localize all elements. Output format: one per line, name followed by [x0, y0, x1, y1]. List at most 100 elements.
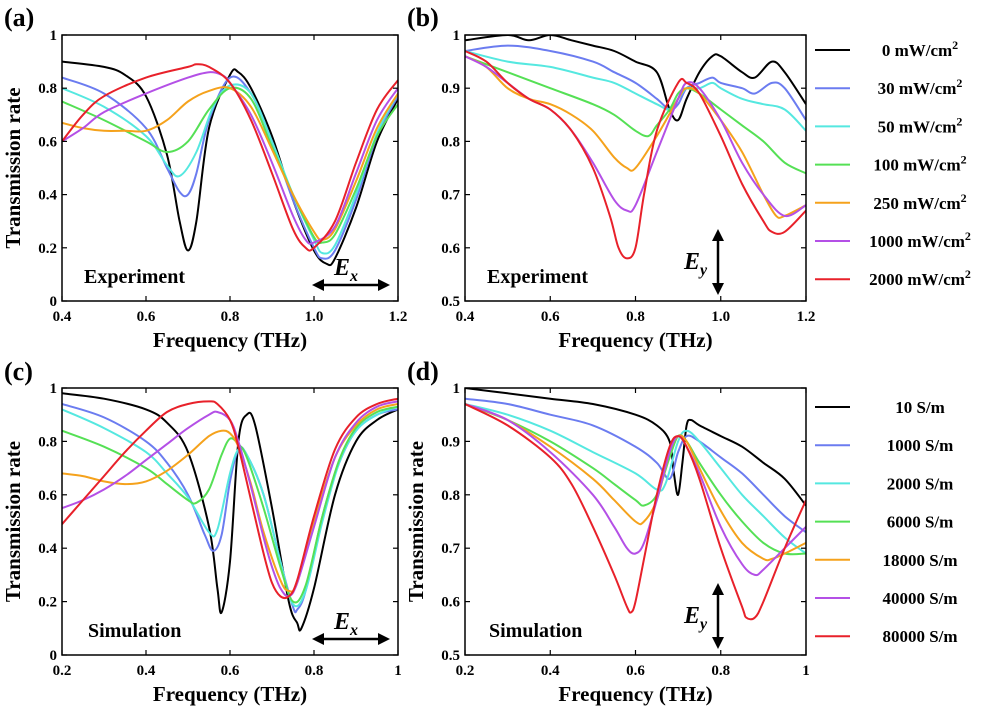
series-line-3 — [62, 86, 398, 245]
e-field-symbol: Ey — [683, 603, 708, 633]
y-tick-label: 1 — [50, 28, 58, 44]
y-tick-label: 0.4 — [38, 541, 57, 557]
legend-entry: 2000 S/m — [815, 474, 953, 493]
series-line-5 — [62, 400, 398, 598]
x-axis-label: Frequency (THz) — [153, 682, 307, 706]
legend-legend_bottom: 10 S/m 1000 S/m 2000 S/m 6000 S/m 18000 S/m 4… — [815, 398, 958, 646]
legend-entry: 40000 S/m — [815, 589, 958, 608]
panel-label: (a) — [4, 3, 34, 32]
legend-label-text: 2000 S/m — [887, 474, 954, 493]
legend-label: 10 S/m — [895, 398, 945, 417]
series-line-3 — [465, 403, 806, 556]
y-tick-label: 0.8 — [441, 488, 460, 504]
series-line-1 — [465, 397, 806, 534]
series-line-0 — [62, 392, 398, 632]
legend-entry: 1000 mW/cm2 — [815, 229, 971, 251]
e-field-arrowhead-down — [712, 283, 724, 295]
legend-entry: 250 mW/cm2 — [815, 191, 967, 213]
e-field-symbol: Ex — [333, 609, 358, 639]
x-tick-label: 0.4 — [541, 663, 560, 679]
x-tick-label: 0.4 — [456, 309, 475, 325]
x-tick-label: 1.0 — [711, 309, 730, 325]
y-tick-label: 1 — [453, 28, 461, 44]
series-line-5 — [465, 403, 806, 577]
series-line-2 — [465, 403, 806, 555]
e-field-symbol: Ex — [333, 255, 358, 285]
y-tick-label: 0.2 — [38, 595, 57, 611]
x-tick-label: 0.6 — [221, 663, 240, 679]
e-field-letter: E — [333, 255, 350, 281]
x-tick-label: 0.8 — [711, 663, 730, 679]
legend-label-superscript: 2 — [961, 191, 967, 205]
y-tick-label: 0.9 — [441, 81, 460, 97]
legend-label: 250 mW/cm2 — [873, 191, 966, 213]
y-axis-label: Transmission rate — [1, 441, 25, 602]
panel-label: (c) — [4, 357, 33, 386]
x-tick-label: 1.2 — [797, 309, 816, 325]
legend-label-superscript: 2 — [956, 114, 962, 128]
series-line-6 — [62, 397, 398, 600]
legend-label: 30 mW/cm2 — [878, 76, 963, 98]
e-field-letter: E — [683, 249, 700, 275]
series-line-5 — [62, 71, 398, 245]
x-tick-label: 0.6 — [137, 309, 156, 325]
series-line-5 — [465, 55, 806, 218]
x-tick-label: 0.4 — [53, 309, 72, 325]
legend-entry: 100 mW/cm2 — [815, 153, 967, 175]
legend-label-text: 2000 mW/cm — [869, 270, 965, 289]
legend-label: 2000 mW/cm2 — [869, 267, 971, 289]
y-tick-label: 0.6 — [38, 488, 57, 504]
y-tick-label: 0.5 — [441, 294, 460, 310]
e-field-arrowhead-left — [312, 633, 324, 645]
y-axis-label: Transmission rate — [404, 441, 428, 602]
legend-label: 40000 S/m — [882, 589, 957, 608]
legend-label-text: 1000 S/m — [887, 436, 954, 455]
annotation-label: Experiment — [487, 266, 588, 288]
e-field-subscript: x — [349, 268, 358, 285]
x-tick-label: 0.8 — [221, 309, 240, 325]
legend-label: 0 mW/cm2 — [882, 38, 958, 60]
x-tick-label: 1 — [802, 663, 810, 679]
e-field-indicator: Ex — [312, 609, 390, 645]
legend-label-text: 50 mW/cm — [878, 117, 957, 136]
legend-label-text: 30 mW/cm — [878, 79, 957, 98]
series-group — [465, 388, 806, 621]
legend-entry: 10 S/m — [815, 398, 945, 417]
series-line-1 — [62, 75, 398, 260]
legend-entry: 50 mW/cm2 — [815, 114, 962, 136]
legend-entry: 1000 S/m — [815, 436, 953, 455]
legend-label-text: 80000 S/m — [882, 627, 957, 646]
y-tick-label: 0.6 — [441, 595, 460, 611]
series-line-0 — [465, 35, 806, 122]
x-axis-label: Frequency (THz) — [558, 328, 712, 352]
y-tick-label: 0.7 — [441, 188, 460, 204]
e-field-symbol: Ey — [683, 249, 708, 279]
x-tick-label: 0.2 — [456, 663, 475, 679]
legend-label-text: 10 S/m — [895, 398, 945, 417]
annotation-label: Experiment — [84, 266, 185, 288]
legend-entry: 80000 S/m — [815, 627, 958, 646]
series-line-6 — [465, 403, 806, 621]
legend-label-text: 0 mW/cm — [882, 41, 952, 60]
legend-label: 6000 S/m — [887, 513, 954, 532]
y-tick-label: 0.8 — [441, 134, 460, 150]
e-field-arrowhead-down — [712, 637, 724, 649]
legend-label-text: 40000 S/m — [882, 589, 957, 608]
legend-label-text: 250 mW/cm — [873, 194, 960, 213]
series-group — [465, 35, 806, 260]
legend-label-text: 1000 mW/cm — [869, 232, 965, 251]
legend-label-superscript: 2 — [956, 76, 962, 90]
legend-label-text: 18000 S/m — [882, 551, 957, 570]
legend-entry: 6000 S/m — [815, 513, 953, 532]
panel-label: (d) — [407, 357, 439, 386]
panel-a: 0.4 0.6 0.8 1.0 1.2 0 0.2 0.4 0.6 0.8 1 Frequency (… — [1, 3, 407, 352]
x-tick-label: 1 — [394, 663, 402, 679]
legend-label: 18000 S/m — [882, 551, 957, 570]
series-line-4 — [62, 86, 398, 241]
x-tick-label: 1.2 — [389, 309, 408, 325]
y-tick-label: 0.5 — [441, 648, 460, 664]
legend-label: 1000 S/m — [887, 436, 954, 455]
x-tick-label: 0.6 — [626, 663, 645, 679]
